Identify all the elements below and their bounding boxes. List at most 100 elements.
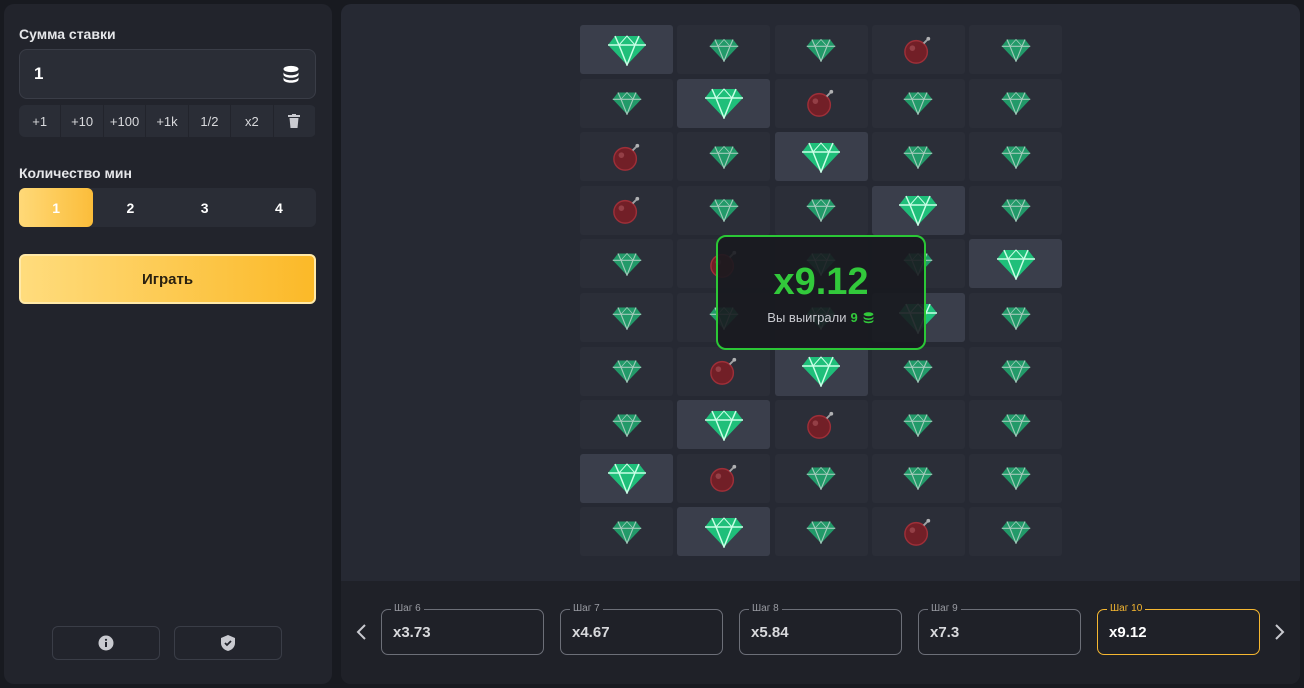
gem-icon xyxy=(805,198,837,222)
grid-cell[interactable] xyxy=(969,185,1063,235)
grid-cell[interactable] xyxy=(871,78,965,128)
quick-bet-row: +1 +10 +100 +1k 1/2 x2 xyxy=(19,105,316,137)
grid-cell[interactable] xyxy=(580,239,673,289)
bomb-icon xyxy=(612,195,642,225)
gem-icon xyxy=(805,520,837,544)
gem-icon xyxy=(898,194,938,226)
grid-cell[interactable] xyxy=(774,185,868,235)
quick-bet-button[interactable]: x2 xyxy=(231,105,274,137)
grid-cell[interactable] xyxy=(580,507,673,557)
gem-icon xyxy=(1000,359,1032,383)
grid-cell[interactable] xyxy=(871,400,965,450)
gem-icon xyxy=(902,91,934,115)
grid-cell[interactable] xyxy=(677,453,771,503)
grid-cell[interactable] xyxy=(580,25,673,74)
play-button[interactable]: Играть xyxy=(19,254,316,304)
gem-icon xyxy=(1000,198,1032,222)
grid-cell[interactable] xyxy=(871,346,965,396)
grid-cell[interactable] xyxy=(580,400,673,450)
grid-cell[interactable] xyxy=(871,132,965,182)
gem-icon xyxy=(704,87,744,119)
grid-cell[interactable] xyxy=(580,293,673,342)
gem-icon xyxy=(902,145,934,169)
gem-icon xyxy=(611,91,643,115)
win-label: Вы выиграли xyxy=(767,309,847,325)
mines-label: Количество мин xyxy=(19,165,132,181)
prev-arrow[interactable] xyxy=(355,623,369,641)
mines-option[interactable]: 2 xyxy=(126,199,135,216)
grid-cell[interactable] xyxy=(969,132,1063,182)
grid-cell[interactable] xyxy=(871,25,965,74)
quick-bet-button[interactable]: +100 xyxy=(104,105,147,137)
grid-cell[interactable] xyxy=(969,453,1063,503)
gem-icon xyxy=(801,141,841,173)
grid-cell[interactable] xyxy=(871,507,965,557)
mines-option[interactable]: 1 xyxy=(19,188,94,227)
gem-icon xyxy=(805,466,837,490)
step-label: Шаг 6 xyxy=(391,603,424,614)
coins-icon xyxy=(281,64,301,84)
gem-icon xyxy=(607,34,647,66)
win-multiplier: x9.12 xyxy=(773,260,869,303)
bet-input[interactable]: 1 xyxy=(19,49,316,99)
grid-cell[interactable] xyxy=(969,507,1063,557)
grid-cell[interactable] xyxy=(677,185,771,235)
grid-cell[interactable] xyxy=(774,346,868,396)
grid-cell[interactable] xyxy=(677,346,771,396)
grid-cell[interactable] xyxy=(871,453,965,503)
fair-button[interactable] xyxy=(174,626,282,660)
step-multiplier: x7.3 xyxy=(930,623,960,641)
grid-cell[interactable] xyxy=(774,25,868,74)
step-label: Шаг 7 xyxy=(570,603,603,614)
gem-icon xyxy=(611,359,643,383)
info-button[interactable] xyxy=(52,626,160,660)
quick-bet-button[interactable]: +1 xyxy=(19,105,62,137)
mines-option[interactable]: 4 xyxy=(274,199,283,216)
gem-icon xyxy=(611,252,643,276)
grid-cell[interactable] xyxy=(969,78,1063,128)
bet-value: 1 xyxy=(34,64,44,83)
grid-cell[interactable] xyxy=(774,453,868,503)
gem-icon xyxy=(611,520,643,544)
grid-cell[interactable] xyxy=(774,132,868,182)
step-box: Шаг 10 x9.12 xyxy=(1097,603,1260,655)
grid-cell[interactable] xyxy=(969,25,1063,74)
grid-cell[interactable] xyxy=(774,78,868,128)
grid-cell[interactable] xyxy=(580,453,673,503)
next-arrow[interactable] xyxy=(1272,623,1286,641)
clear-button[interactable] xyxy=(274,105,316,137)
grid-cell[interactable] xyxy=(774,507,868,557)
quick-bet-button[interactable]: +1k xyxy=(146,105,189,137)
grid-cell[interactable] xyxy=(677,132,771,182)
gem-icon xyxy=(607,462,647,494)
step-label: Шаг 9 xyxy=(928,603,961,614)
grid-cell[interactable] xyxy=(969,346,1063,396)
gem-icon xyxy=(1000,520,1032,544)
bomb-icon xyxy=(903,35,933,65)
grid-cell[interactable] xyxy=(677,507,771,557)
coins-icon xyxy=(862,311,875,324)
step-label: Шаг 8 xyxy=(749,603,782,614)
grid-cell[interactable] xyxy=(677,25,771,74)
step-label: Шаг 10 xyxy=(1107,603,1146,614)
grid-cell[interactable] xyxy=(580,185,673,235)
grid-cell[interactable] xyxy=(969,400,1063,450)
grid-cell[interactable] xyxy=(774,400,868,450)
gem-icon xyxy=(1000,91,1032,115)
grid-cell[interactable] xyxy=(580,78,673,128)
win-popup: x9.12 Вы выиграли 9 xyxy=(716,235,926,350)
quick-bet-button[interactable]: +10 xyxy=(61,105,104,137)
grid-cell[interactable] xyxy=(677,400,771,450)
gem-icon xyxy=(902,413,934,437)
step-box: Шаг 7 x4.67 xyxy=(560,603,723,655)
grid-cell[interactable] xyxy=(969,293,1063,342)
grid-cell[interactable] xyxy=(969,239,1063,289)
grid-cell[interactable] xyxy=(580,132,673,182)
step-box: Шаг 9 x7.3 xyxy=(918,603,1081,655)
quick-bet-button[interactable]: 1/2 xyxy=(189,105,232,137)
mines-option[interactable]: 3 xyxy=(200,199,209,216)
grid-cell[interactable] xyxy=(871,185,965,235)
grid-cell[interactable] xyxy=(580,346,673,396)
grid-cell[interactable] xyxy=(677,78,771,128)
